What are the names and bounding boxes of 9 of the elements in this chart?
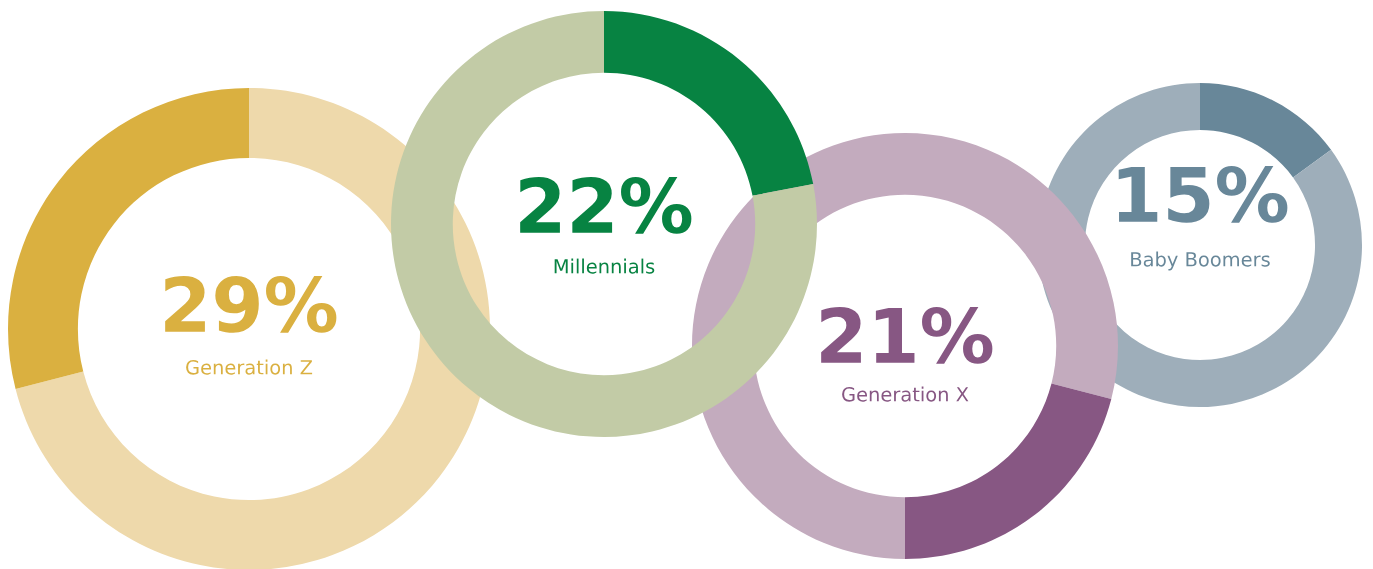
text: 21% xyxy=(821,307,993,364)
text: 15% xyxy=(1118,166,1288,223)
text: 29% xyxy=(165,276,337,333)
donut-slice xyxy=(391,11,817,437)
text: Generation X xyxy=(842,386,969,402)
text: Millennials xyxy=(554,258,655,274)
text: 22% xyxy=(520,177,692,234)
text: Generation Z xyxy=(186,359,313,375)
text: Baby Boomers xyxy=(1131,251,1270,271)
